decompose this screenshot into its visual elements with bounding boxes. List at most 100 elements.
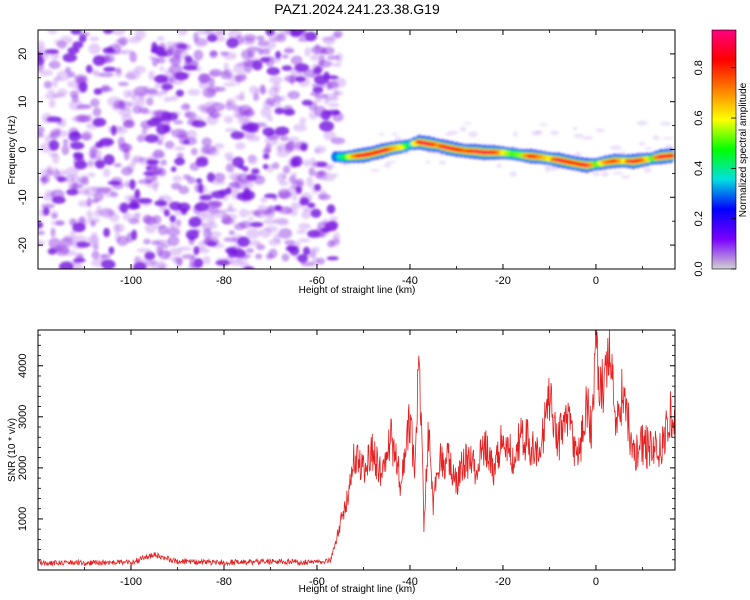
noise-blob bbox=[53, 170, 61, 181]
noise-blob bbox=[50, 129, 61, 136]
noise-blob bbox=[247, 46, 260, 52]
noise-blob bbox=[152, 183, 159, 192]
noise-blob bbox=[274, 131, 285, 137]
noise-blob bbox=[113, 163, 122, 168]
noise-blob bbox=[155, 109, 169, 119]
noise-blob bbox=[334, 109, 340, 115]
noise-blob bbox=[314, 183, 322, 191]
snr-x-label: Height of straight line (km) bbox=[299, 584, 416, 595]
noise-blob bbox=[87, 113, 93, 122]
noise-blob bbox=[49, 245, 62, 253]
noise-blob bbox=[260, 197, 268, 203]
noise-blob bbox=[118, 108, 132, 116]
x-tick-label: 0 bbox=[593, 576, 599, 588]
colorbar-gradient bbox=[712, 30, 736, 269]
noise-blob bbox=[50, 227, 56, 238]
noise-blob bbox=[96, 157, 102, 167]
noise-blob bbox=[264, 135, 279, 146]
noise-blob bbox=[328, 102, 340, 108]
noise-blob bbox=[260, 84, 266, 95]
noise-blob bbox=[68, 183, 84, 190]
noise-blob bbox=[136, 248, 152, 253]
noise-blob bbox=[298, 238, 311, 243]
noise-blob bbox=[226, 98, 236, 107]
noise-blob bbox=[199, 194, 213, 201]
noise-region bbox=[38, 30, 674, 269]
noise-blob bbox=[370, 168, 381, 172]
noise-blob bbox=[212, 35, 226, 42]
noise-blob bbox=[266, 67, 280, 76]
noise-blob bbox=[49, 140, 60, 151]
noise-blob bbox=[76, 254, 84, 261]
noise-blob bbox=[290, 67, 302, 76]
noise-blob bbox=[65, 166, 79, 177]
noise-blob bbox=[169, 219, 177, 228]
noise-blob bbox=[111, 125, 117, 136]
noise-blob bbox=[298, 223, 311, 230]
noise-blob bbox=[92, 117, 107, 127]
noise-blob bbox=[125, 119, 136, 124]
noise-blob bbox=[250, 221, 264, 228]
noise-blob bbox=[181, 72, 192, 77]
x-tick-label: -20 bbox=[495, 275, 511, 287]
noise-blob bbox=[107, 209, 116, 215]
noise-blob bbox=[192, 263, 199, 269]
noise-blob bbox=[177, 30, 188, 36]
noise-blob bbox=[87, 172, 96, 178]
noise-blob bbox=[127, 202, 141, 210]
noise-blob bbox=[70, 141, 85, 150]
noise-blob bbox=[262, 148, 271, 155]
noise-blob bbox=[309, 248, 316, 258]
noise-blob bbox=[266, 164, 274, 173]
noise-blob bbox=[206, 147, 220, 157]
noise-blob bbox=[643, 167, 652, 173]
noise-blob bbox=[513, 131, 518, 137]
noise-blob bbox=[273, 233, 282, 243]
noise-blob bbox=[142, 214, 153, 224]
noise-blob bbox=[438, 160, 447, 165]
noise-blob bbox=[403, 151, 410, 155]
y-tick-label: 20 bbox=[17, 48, 29, 60]
noise-blob bbox=[59, 261, 74, 269]
noise-blob bbox=[282, 165, 291, 174]
noise-blob bbox=[234, 95, 244, 101]
noise-blob bbox=[180, 104, 191, 111]
noise-blob bbox=[134, 30, 146, 40]
noise-blob bbox=[319, 228, 326, 238]
noise-blob bbox=[132, 105, 142, 114]
noise-blob bbox=[99, 254, 107, 261]
ridge-cell bbox=[666, 154, 675, 158]
noise-blob bbox=[66, 188, 79, 196]
noise-blob bbox=[539, 123, 549, 126]
noise-blob bbox=[262, 127, 275, 137]
noise-blob bbox=[151, 45, 165, 55]
noise-blob bbox=[582, 136, 594, 140]
noise-blob bbox=[166, 228, 181, 237]
noise-blob bbox=[156, 74, 168, 82]
noise-blob bbox=[256, 244, 266, 251]
noise-blob bbox=[157, 36, 165, 41]
noise-blob bbox=[73, 152, 84, 159]
noise-blob bbox=[193, 49, 204, 61]
noise-blob bbox=[195, 178, 203, 184]
noise-blob bbox=[239, 208, 249, 218]
noise-blob bbox=[173, 146, 186, 151]
noise-blob bbox=[283, 48, 295, 54]
noise-blob bbox=[320, 163, 335, 169]
noise-blob bbox=[143, 238, 151, 245]
noise-blob bbox=[128, 218, 140, 225]
noise-blob bbox=[308, 111, 319, 120]
noise-blob bbox=[78, 34, 87, 43]
noise-blob bbox=[90, 98, 100, 108]
noise-blob bbox=[230, 131, 245, 140]
snr-y-label: SNR (10 * v/v) bbox=[7, 418, 18, 482]
noise-blob bbox=[316, 257, 325, 265]
snr-series-line bbox=[38, 330, 675, 567]
noise-blob bbox=[261, 209, 272, 215]
noise-blob bbox=[102, 168, 111, 178]
noise-blob bbox=[610, 145, 622, 150]
noise-blob bbox=[198, 79, 210, 90]
noise-blob bbox=[262, 219, 277, 225]
colorbar-frame bbox=[711, 29, 737, 270]
noise-blob bbox=[73, 157, 85, 167]
